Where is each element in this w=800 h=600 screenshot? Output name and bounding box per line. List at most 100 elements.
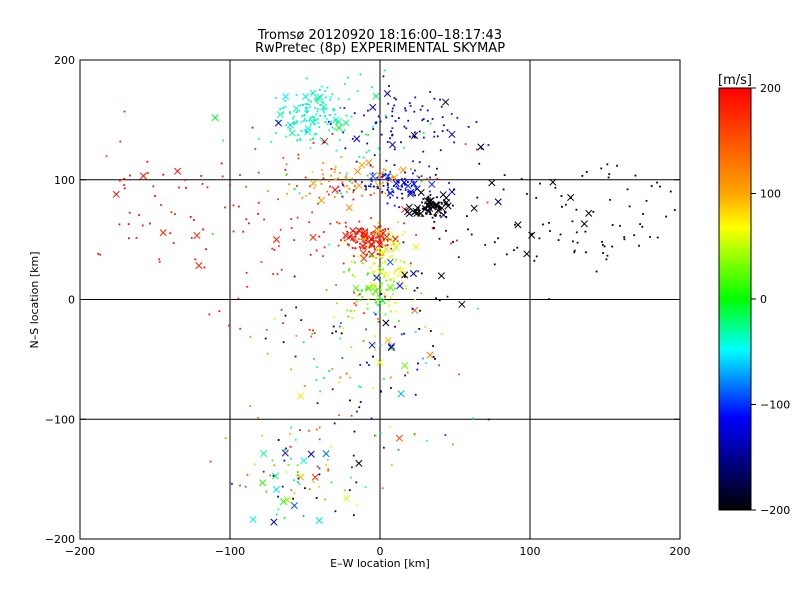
data-point bbox=[388, 304, 390, 307]
data-point bbox=[361, 194, 363, 197]
data-point bbox=[441, 130, 444, 132]
data-point bbox=[420, 272, 423, 275]
data-point bbox=[308, 192, 311, 195]
data-point-cross bbox=[378, 297, 387, 305]
data-point bbox=[429, 194, 432, 196]
data-point bbox=[370, 292, 373, 295]
data-point bbox=[237, 205, 240, 208]
data-point bbox=[436, 211, 439, 214]
data-point bbox=[358, 406, 361, 409]
data-point bbox=[628, 205, 631, 208]
data-point bbox=[383, 377, 385, 380]
data-point bbox=[410, 184, 413, 187]
data-point bbox=[372, 231, 375, 233]
data-point bbox=[347, 98, 350, 101]
data-point bbox=[626, 188, 629, 191]
data-point bbox=[367, 240, 370, 243]
x-tick-label: 200 bbox=[670, 545, 691, 558]
data-point bbox=[368, 246, 371, 249]
data-point bbox=[411, 308, 414, 310]
data-point bbox=[372, 263, 375, 265]
data-point bbox=[388, 192, 390, 194]
data-point bbox=[305, 77, 308, 80]
data-point bbox=[172, 242, 175, 245]
data-point bbox=[351, 177, 354, 180]
data-point bbox=[245, 218, 248, 221]
data-point bbox=[279, 107, 282, 110]
data-point bbox=[642, 213, 645, 215]
data-point bbox=[380, 390, 382, 393]
data-point bbox=[352, 230, 355, 232]
data-point bbox=[158, 260, 161, 263]
data-point bbox=[387, 102, 390, 105]
data-point bbox=[362, 340, 365, 342]
data-point bbox=[396, 181, 399, 184]
data-point bbox=[318, 438, 321, 441]
data-point-cross bbox=[286, 121, 295, 129]
data-point bbox=[379, 283, 382, 285]
data-point bbox=[296, 111, 298, 113]
data-point bbox=[383, 240, 386, 243]
data-point-cross bbox=[411, 306, 419, 314]
data-point bbox=[343, 129, 346, 132]
data-point bbox=[531, 232, 534, 235]
data-point-cross bbox=[438, 204, 446, 212]
data-point bbox=[493, 241, 496, 244]
data-point bbox=[467, 125, 470, 128]
data-point bbox=[242, 230, 245, 233]
data-point bbox=[419, 108, 422, 111]
data-point-cross bbox=[395, 434, 403, 442]
data-point bbox=[332, 325, 335, 328]
data-point bbox=[320, 85, 323, 88]
data-point bbox=[369, 266, 372, 269]
data-point bbox=[404, 284, 407, 287]
data-point bbox=[348, 187, 351, 190]
data-point bbox=[352, 239, 355, 241]
data-point bbox=[458, 373, 460, 376]
data-point bbox=[425, 362, 427, 365]
data-point bbox=[433, 97, 436, 100]
data-point bbox=[418, 161, 421, 164]
y-tick-labels: 200 100 0 −100 −200 bbox=[45, 54, 75, 546]
data-point bbox=[377, 225, 380, 228]
data-point bbox=[382, 171, 384, 173]
data-point bbox=[393, 204, 396, 207]
data-point bbox=[393, 164, 396, 167]
data-point bbox=[337, 185, 340, 188]
data-point bbox=[334, 168, 336, 171]
data-point bbox=[427, 195, 430, 198]
data-point bbox=[396, 268, 399, 270]
data-point bbox=[418, 212, 421, 215]
data-point bbox=[366, 142, 369, 145]
data-point bbox=[538, 237, 541, 240]
data-point bbox=[369, 243, 372, 246]
data-point bbox=[535, 197, 538, 199]
data-point bbox=[383, 69, 386, 72]
data-point bbox=[421, 119, 424, 122]
data-point bbox=[245, 185, 248, 188]
data-point bbox=[368, 185, 370, 188]
data-point bbox=[382, 268, 384, 271]
data-point bbox=[354, 275, 357, 278]
data-point bbox=[350, 260, 353, 263]
data-point bbox=[371, 283, 374, 286]
data-point bbox=[270, 141, 273, 143]
data-point bbox=[309, 147, 312, 150]
data-point-cross bbox=[373, 274, 381, 282]
data-point bbox=[350, 476, 352, 479]
data-point bbox=[353, 302, 356, 305]
data-point bbox=[281, 112, 284, 115]
data-point bbox=[317, 202, 319, 205]
data-point bbox=[373, 245, 376, 248]
data-point bbox=[385, 116, 388, 119]
data-point bbox=[429, 90, 432, 93]
data-point bbox=[368, 236, 371, 239]
data-point bbox=[366, 174, 369, 177]
data-point bbox=[361, 296, 364, 298]
data-point bbox=[600, 167, 603, 170]
data-point bbox=[333, 109, 336, 112]
data-point bbox=[364, 239, 367, 242]
data-point bbox=[220, 162, 223, 165]
data-point bbox=[343, 185, 345, 188]
data-point bbox=[309, 118, 312, 120]
